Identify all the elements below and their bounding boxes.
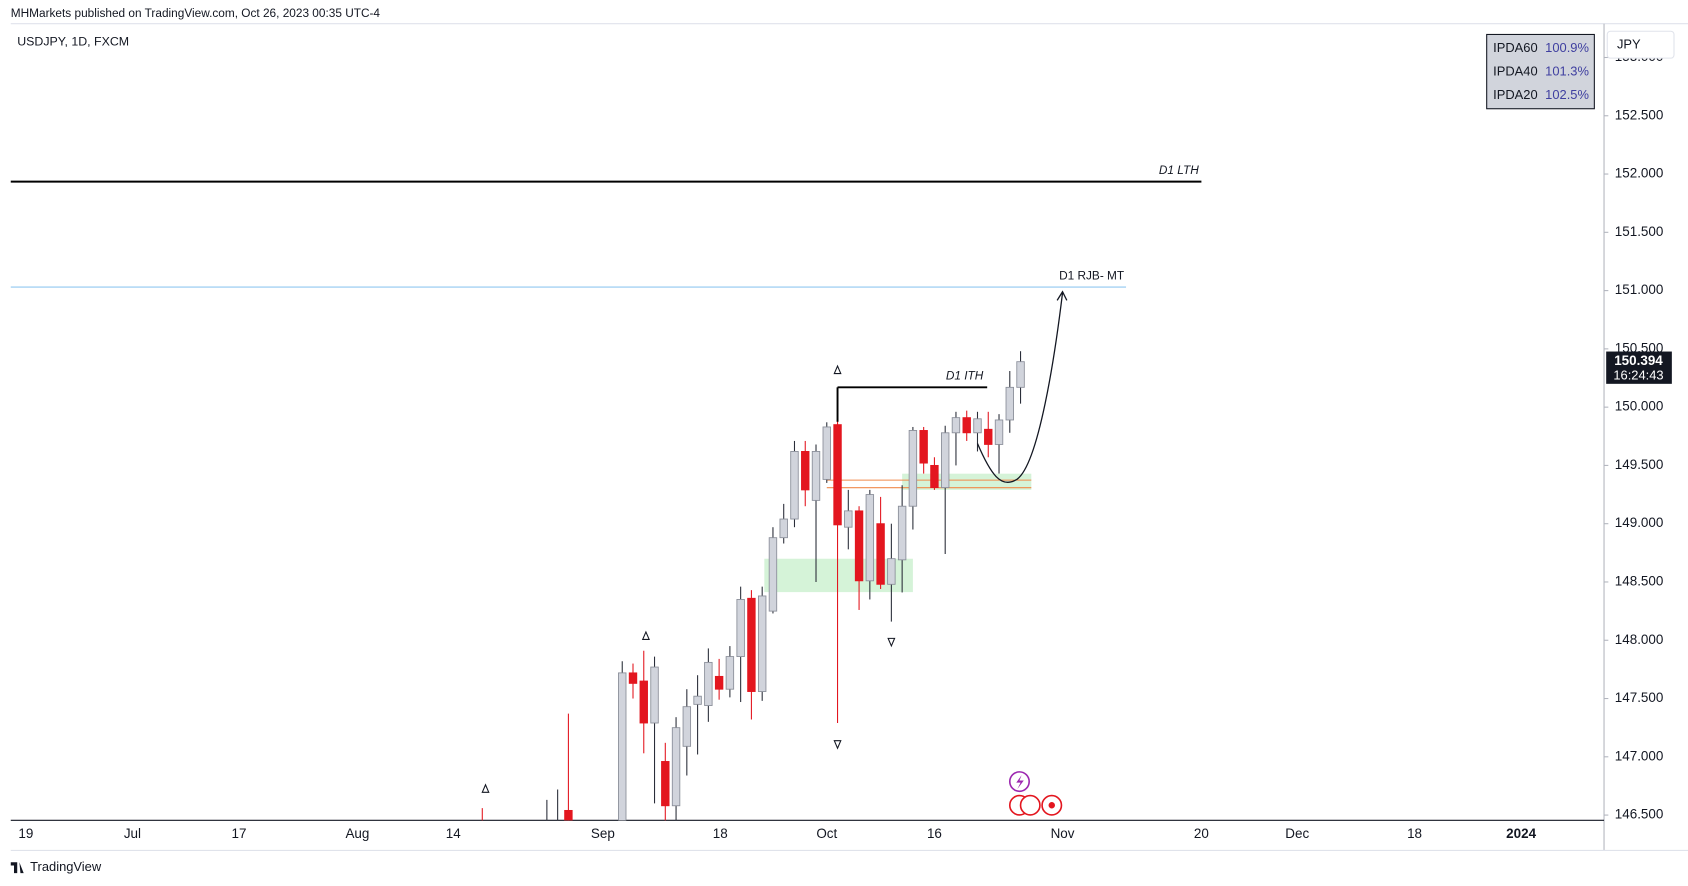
y-tick-label: 149.500 (1615, 457, 1664, 472)
pivot-up (833, 364, 842, 375)
x-tick-label: 19 (18, 826, 33, 841)
y-tick-label: 150.000 (1615, 399, 1664, 414)
candle-body (650, 666, 659, 724)
y-tick-label: 151.000 (1615, 282, 1664, 297)
pivot-markers (481, 364, 896, 793)
candle-body (564, 809, 573, 821)
candle-body (962, 417, 971, 434)
candle-body (704, 661, 713, 706)
candle-body (779, 518, 788, 539)
x-tick-label: 18 (1407, 826, 1422, 841)
projection-curve (976, 292, 1064, 484)
candle-body (618, 672, 627, 821)
y-tick-label: 147.500 (1615, 690, 1664, 705)
countdown: 16:24:43 (1613, 368, 1663, 383)
y-tick-label: 148.500 (1615, 574, 1664, 589)
currency-box (1606, 30, 1675, 59)
last-price: 150.394 (1614, 353, 1663, 368)
symbol-title: USDJPY, 1D, FXCM (17, 34, 129, 48)
candle-body (725, 656, 735, 690)
candle-body (984, 428, 993, 445)
currency: JPY (1617, 37, 1641, 52)
x-tick-label: Sep (591, 826, 615, 841)
x-tick-label: 14 (446, 826, 461, 841)
candle-body (1016, 361, 1025, 388)
y-tick-label: 149.000 (1615, 515, 1664, 530)
candle-body (639, 680, 648, 724)
candle-body (811, 451, 821, 501)
y-tick-label: 152.000 (1615, 166, 1664, 181)
candle-body (757, 595, 767, 692)
candle-body (908, 430, 918, 507)
ipda-table (1486, 33, 1595, 110)
pivot-up (481, 783, 490, 793)
y-tick-label: 148.000 (1615, 632, 1664, 647)
candle-body (887, 558, 896, 585)
candle-body (682, 706, 692, 747)
level-label: D1 LTH (1159, 163, 1199, 177)
candle-body (628, 672, 638, 684)
ipda-name: IPDA20 (1493, 87, 1537, 102)
candle-body (844, 510, 853, 528)
candle-body (919, 430, 928, 464)
ipda-value: 100.9% (1545, 40, 1589, 55)
ipda-name: IPDA40 (1493, 64, 1537, 79)
level-label: D1 ITH (946, 369, 984, 383)
candle-body (747, 597, 756, 692)
x-tick-label: Nov (1051, 826, 1075, 841)
y-tick-label: 151.500 (1615, 224, 1664, 239)
x-tick-label: 20 (1194, 826, 1209, 841)
event-icon (1019, 794, 1041, 816)
candles (481, 351, 1025, 821)
candle-body (940, 432, 950, 488)
x-tick-label: Aug (345, 826, 369, 841)
candle-body (714, 675, 724, 690)
pivot-down (887, 637, 896, 648)
event-icon-bolt (1016, 775, 1024, 790)
arrow-head (1056, 290, 1068, 301)
candle-body (693, 695, 702, 705)
candle-body (930, 464, 939, 488)
candle-body (865, 494, 875, 582)
candle-body (951, 417, 961, 434)
candle-body (790, 451, 799, 520)
footer-logo: TradingView (30, 859, 102, 874)
pivot-down (833, 740, 842, 750)
candle-body (736, 599, 745, 657)
pivot-up (641, 630, 650, 641)
publisher-note: MHMarkets published on TradingView.com, … (11, 6, 381, 20)
event-icon-dot (1048, 802, 1055, 809)
x-tick-label: Oct (816, 826, 837, 841)
event-icons (1008, 771, 1063, 816)
candle-body (671, 727, 681, 807)
x-tick-label: 17 (232, 826, 247, 841)
candle-body (854, 510, 864, 582)
x-tick-label: 16 (927, 826, 942, 841)
candle-body (801, 451, 810, 491)
candle-body (822, 426, 831, 480)
candle-body (973, 418, 982, 434)
candle-body (1005, 386, 1014, 421)
x-tick-label: 2024 (1506, 826, 1536, 841)
candle-body (897, 505, 907, 561)
level-label: D1 RJB- MT (1059, 268, 1124, 282)
y-tick-label: 146.500 (1615, 807, 1664, 822)
y-tick-label: 147.000 (1615, 748, 1664, 763)
x-tick-label: Dec (1285, 826, 1309, 841)
candle-body (661, 761, 670, 807)
ipda-name: IPDA60 (1493, 40, 1537, 55)
ipda-value: 102.5% (1545, 87, 1589, 102)
x-tick-label: 18 (713, 826, 728, 841)
candle-body (876, 523, 885, 585)
candle-body (833, 424, 842, 526)
last-price-box (1606, 351, 1672, 384)
x-tick-label: Jul (124, 826, 141, 841)
ipda-value: 101.3% (1545, 64, 1589, 79)
candle-body (768, 537, 778, 612)
y-tick-label: 152.500 (1615, 107, 1664, 122)
candle-body (994, 419, 1004, 445)
